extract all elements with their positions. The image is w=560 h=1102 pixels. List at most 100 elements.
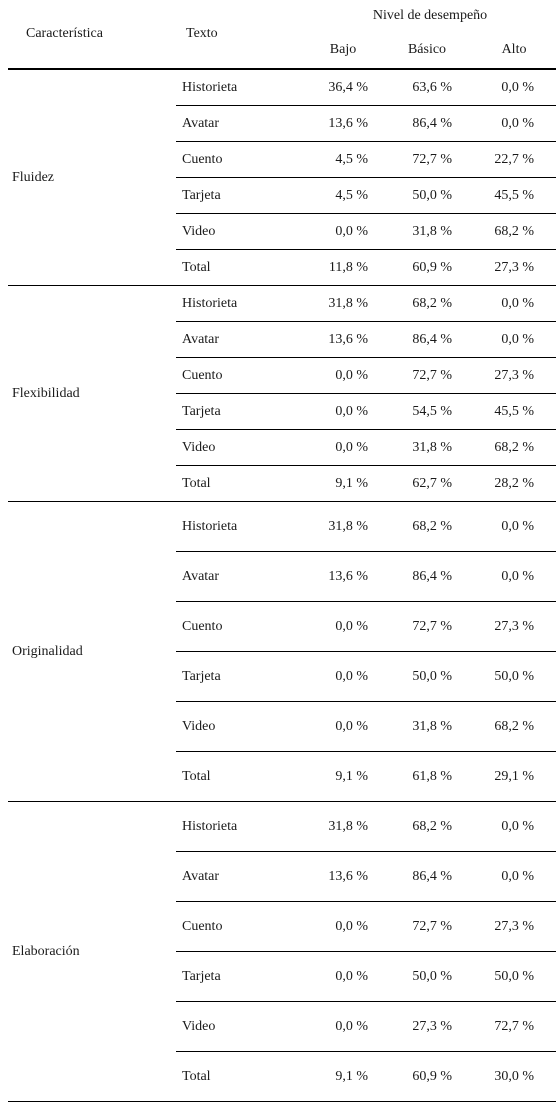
header-nivel-desempeno: Nivel de desempeño [372,8,488,23]
cell-basico: 50,0 % [382,177,472,214]
table-row: Cuento 4,5 % 72,7 % 22,7 % [8,141,557,178]
cell-texto: Total [176,465,304,502]
cell-bajo: 9,1 % [304,1051,382,1102]
cell-alto: 0,0 % [472,69,557,106]
cell-texto: Cuento [176,601,304,652]
cell-bajo: 0,0 % [304,429,382,466]
table-row: Avatar 13,6 % 86,4 % 0,0 % [8,105,557,142]
cell-alto: 22,7 % [472,141,557,178]
table-row: Video 0,0 % 31,8 % 68,2 % [8,429,557,466]
table-row: Video 0,0 % 31,8 % 68,2 % [8,701,557,752]
cell-texto: Total [176,249,304,286]
table-row: Total 11,8 % 60,9 % 27,3 % [8,249,557,286]
cell-bajo: 31,8 % [304,501,382,552]
table-row: Avatar 13,6 % 86,4 % 0,0 % [8,321,557,358]
cell-texto: Avatar [176,551,304,602]
cell-basico: 68,2 % [382,801,472,852]
cell-basico: 63,6 % [382,69,472,106]
cell-alto: 50,0 % [472,651,557,702]
table-row: Flexibilidad Historieta 31,8 % 68,2 % 0,0 % [8,285,557,502]
table-row: Video 0,0 % 31,8 % 68,2 % [8,213,557,250]
cell-basico: 72,7 % [382,141,472,178]
cell-texto: Avatar [176,105,304,142]
performance-table: Característica Texto Nivel de desempeño … [8,0,557,1102]
cell-texto: Avatar [176,851,304,902]
table-row: Tarjeta 0,0 % 50,0 % 50,0 % [8,651,557,702]
cell-bajo: 11,8 % [304,249,382,286]
cell-caracteristica: Originalidad [8,501,176,802]
cell-bajo: 36,4 % [304,69,382,106]
header-caracteristica: Característica [8,0,176,70]
cell-alto: 0,0 % [472,285,557,322]
table-row: Fluidez Historieta 36,4 % 63,6 % 0,0 % [8,69,557,286]
cell-alto: 27,3 % [472,601,557,652]
cell-bajo: 0,0 % [304,393,382,430]
cell-caracteristica: Flexibilidad [8,285,176,502]
cell-alto: 28,2 % [472,465,557,502]
cell-basico: 72,7 % [382,901,472,952]
cell-bajo: 9,1 % [304,465,382,502]
cell-basico: 27,3 % [382,1001,472,1052]
cell-texto: Tarjeta [176,651,304,702]
cell-bajo: 0,0 % [304,701,382,752]
cell-basico: 60,9 % [382,1051,472,1102]
header-alto: Alto [472,32,557,70]
cell-basico: 31,8 % [382,701,472,752]
cell-texto: Historieta [176,801,304,852]
table-row: Tarjeta 4,5 % 50,0 % 45,5 % [8,177,557,214]
cell-texto: Total [176,751,304,802]
table-body: Fluidez Historieta 36,4 % 63,6 % 0,0 % Avatar… [8,69,557,1102]
cell-alto: 68,2 % [472,213,557,250]
cell-alto: 0,0 % [472,321,557,358]
table-header: Característica Texto Nivel de desempeño … [8,0,557,70]
cell-basico: 61,8 % [382,751,472,802]
cell-basico: 50,0 % [382,951,472,1002]
cell-alto: 29,1 % [472,751,557,802]
cell-basico: 60,9 % [382,249,472,286]
cell-bajo: 0,0 % [304,357,382,394]
cell-caracteristica: Elaboración [8,801,176,1102]
table-row: Originalidad Historieta 31,8 % 68,2 % 0,0 % [8,501,557,802]
cell-bajo: 13,6 % [304,105,382,142]
cell-alto: 0,0 % [472,801,557,852]
cell-alto: 68,2 % [472,701,557,752]
cell-bajo: 0,0 % [304,601,382,652]
cell-alto: 50,0 % [472,951,557,1002]
cell-bajo: 13,6 % [304,551,382,602]
cell-caracteristica: Fluidez [8,69,176,286]
table-row: Cuento 0,0 % 72,7 % 27,3 % [8,357,557,394]
cell-bajo: 31,8 % [304,801,382,852]
cell-alto: 72,7 % [472,1001,557,1052]
cell-basico: 86,4 % [382,551,472,602]
cell-basico: 72,7 % [382,601,472,652]
cell-alto: 27,3 % [472,249,557,286]
cell-texto: Video [176,701,304,752]
cell-texto: Cuento [176,141,304,178]
table-row: Total 9,1 % 61,8 % 29,1 % [8,751,557,802]
cell-texto: Tarjeta [176,951,304,1002]
cell-alto: 45,5 % [472,393,557,430]
cell-alto: 27,3 % [472,357,557,394]
table-row: Tarjeta 0,0 % 50,0 % 50,0 % [8,951,557,1002]
cell-texto: Tarjeta [176,393,304,430]
cell-alto: 27,3 % [472,901,557,952]
cell-texto: Total [176,1051,304,1102]
table-row: Total 9,1 % 62,7 % 28,2 % [8,465,557,502]
cell-basico: 72,7 % [382,357,472,394]
cell-bajo: 0,0 % [304,1001,382,1052]
cell-basico: 68,2 % [382,285,472,322]
cell-alto: 0,0 % [472,501,557,552]
header-texto: Texto [176,0,304,70]
cell-alto: 30,0 % [472,1051,557,1102]
cell-texto: Video [176,1001,304,1052]
table-row: Cuento 0,0 % 72,7 % 27,3 % [8,901,557,952]
cell-texto: Tarjeta [176,177,304,214]
cell-bajo: 0,0 % [304,901,382,952]
table-row: Avatar 13,6 % 86,4 % 0,0 % [8,551,557,602]
cell-alto: 0,0 % [472,105,557,142]
cell-bajo: 0,0 % [304,213,382,250]
cell-bajo: 0,0 % [304,951,382,1002]
cell-texto: Avatar [176,321,304,358]
cell-texto: Video [176,429,304,466]
header-bajo: Bajo [304,32,382,70]
